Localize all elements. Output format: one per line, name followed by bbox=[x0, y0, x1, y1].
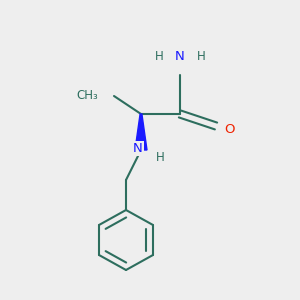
Text: N: N bbox=[175, 50, 185, 64]
Polygon shape bbox=[135, 114, 147, 150]
Text: N: N bbox=[133, 142, 143, 155]
Text: H: H bbox=[196, 50, 206, 64]
Text: CH₃: CH₃ bbox=[76, 89, 98, 103]
Text: O: O bbox=[224, 122, 235, 136]
Text: H: H bbox=[156, 151, 165, 164]
Text: H: H bbox=[154, 50, 164, 64]
